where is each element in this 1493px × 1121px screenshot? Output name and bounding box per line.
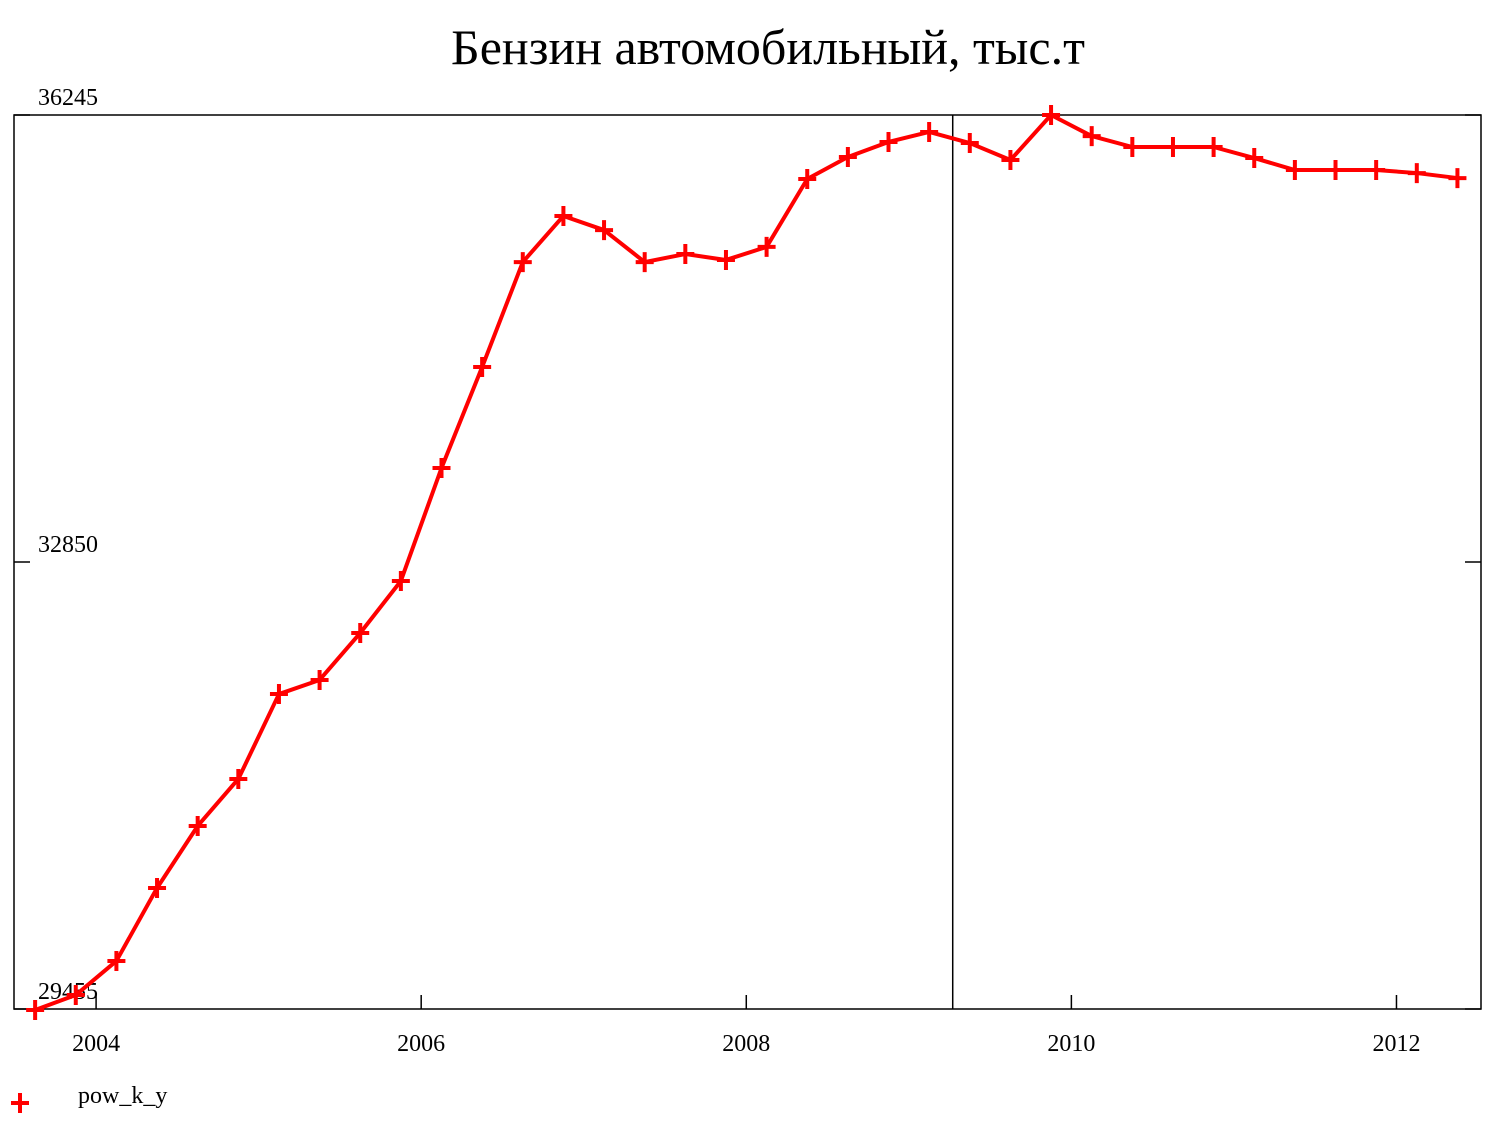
- data-point: [391, 570, 410, 591]
- data-point: [1367, 160, 1386, 181]
- data-point: [716, 249, 735, 270]
- data-point: [1407, 163, 1426, 184]
- x-tick-label: 2008: [722, 1031, 770, 1057]
- data-point: [1245, 148, 1264, 169]
- data-point: [26, 1000, 45, 1021]
- series-line: [34, 113, 1458, 1012]
- x-tick-label: 2006: [397, 1031, 445, 1057]
- data-point: [635, 252, 654, 273]
- x-tick-label: 2010: [1047, 1031, 1095, 1057]
- legend-marker: [11, 1093, 29, 1113]
- data-point: [879, 131, 898, 152]
- data-point: [269, 684, 288, 705]
- data-point: [798, 168, 817, 189]
- data-point: [1082, 126, 1101, 147]
- data-point: [188, 815, 207, 836]
- data-point: [838, 147, 857, 168]
- data-point: [229, 768, 248, 789]
- data-point: [920, 121, 939, 142]
- data-point: [757, 236, 776, 257]
- data-point: [310, 669, 329, 690]
- data-point: [66, 985, 85, 1006]
- data-point: [1204, 136, 1223, 157]
- data-point: [432, 457, 451, 478]
- data-point: [676, 244, 695, 265]
- x-tick-label: 2012: [1372, 1031, 1420, 1057]
- data-point: [351, 622, 370, 643]
- y-tick-label: 36245: [38, 85, 98, 111]
- data-point: [513, 252, 532, 273]
- data-point: [148, 878, 167, 899]
- data-point: [1448, 168, 1467, 189]
- data-point: [473, 357, 492, 378]
- data-point: [1042, 105, 1061, 125]
- data-point: [107, 950, 126, 971]
- data-point: [1285, 160, 1304, 181]
- data-point: [960, 133, 979, 154]
- data-point: [1163, 136, 1182, 157]
- data-point: [554, 205, 573, 226]
- chart-title: Бензин автомобильный, тыс.т: [451, 19, 1085, 75]
- data-point: [595, 220, 614, 241]
- legend-label: pow_k_y: [78, 1083, 167, 1109]
- data-point: [1326, 160, 1345, 181]
- y-tick-label: 32850: [38, 532, 98, 558]
- data-point: [1123, 136, 1142, 157]
- data-point: [1001, 150, 1020, 171]
- x-tick-label: 2004: [72, 1031, 120, 1057]
- plot-frame: [13, 114, 1482, 1010]
